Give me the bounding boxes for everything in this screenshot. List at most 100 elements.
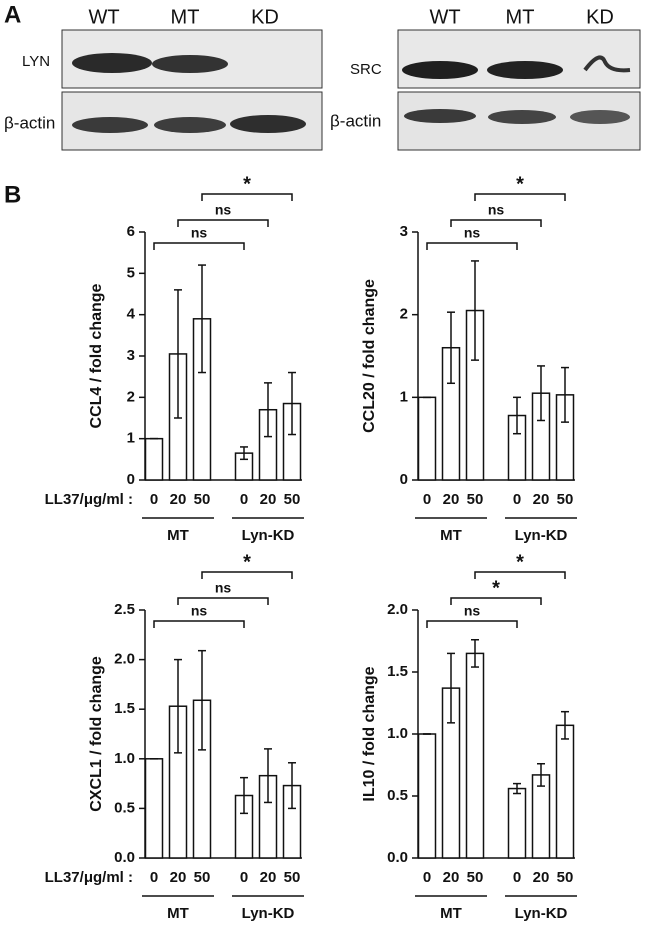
x-tick-label: 50 (557, 869, 574, 886)
x-tick-label: 50 (557, 491, 574, 508)
significance-bracket (153, 242, 245, 250)
x-tick-label: 20 (170, 869, 187, 886)
group-label: MT (167, 527, 189, 544)
x-tick-label: 0 (240, 869, 248, 886)
significance-bracket (426, 242, 518, 250)
group-label: Lyn-KD (242, 527, 295, 544)
significance-label: * (243, 551, 251, 573)
row-label: β-actin (4, 113, 55, 132)
x-tick-label: 20 (260, 491, 277, 508)
significance-label: * (516, 551, 524, 573)
x-tick-label: 50 (194, 491, 211, 508)
y-tick-label: 2.0 (387, 601, 408, 618)
significance-bracket (426, 620, 518, 628)
y-axis-label: IL10 / fold change (361, 666, 378, 801)
y-tick-label: 1.5 (387, 663, 408, 680)
bar (555, 724, 575, 859)
bar (507, 787, 527, 859)
y-tick-label: 1 (400, 388, 408, 405)
y-tick-label: 2 (400, 306, 408, 323)
significance-bracket (474, 193, 566, 201)
x-axis-label: LL37/μg/ml : (45, 491, 133, 508)
x-tick-label: 20 (443, 491, 460, 508)
y-tick-label: 3 (400, 223, 408, 240)
y-tick-label: 0.0 (114, 849, 135, 866)
significance-label: ns (215, 580, 232, 596)
y-tick-label: 2.5 (114, 601, 135, 618)
significance-label: ns (464, 603, 481, 619)
blot (61, 29, 323, 151)
x-tick-label: 50 (284, 491, 301, 508)
x-tick-label: 20 (533, 869, 550, 886)
y-tick-label: 0 (127, 471, 135, 488)
significance-label: * (492, 577, 500, 599)
x-tick-label: 20 (443, 869, 460, 886)
significance-label: ns (488, 202, 505, 218)
y-tick-label: 2 (127, 388, 135, 405)
y-tick-label: 1.5 (114, 700, 135, 717)
x-tick-label: 0 (240, 491, 248, 508)
y-tick-label: 6 (127, 223, 135, 240)
lane-label: MT (506, 6, 535, 28)
y-axis-label: CCL20 / fold change (361, 279, 378, 433)
y-tick-label: 1.0 (114, 750, 135, 767)
group-label: MT (440, 905, 462, 922)
significance-bracket (450, 219, 542, 227)
y-tick-label: 0.5 (387, 787, 408, 804)
significance-bracket (450, 597, 542, 605)
x-tick-label: 50 (194, 869, 211, 886)
significance-label: * (243, 173, 251, 195)
bar (144, 758, 164, 859)
lane-label: WT (88, 6, 119, 28)
x-tick-label: 20 (170, 491, 187, 508)
significance-bracket (177, 597, 269, 605)
y-tick-label: 5 (127, 264, 135, 281)
x-tick-label: 50 (467, 491, 484, 508)
significance-bracket (201, 571, 293, 579)
y-tick-label: 0 (400, 471, 408, 488)
y-tick-label: 4 (127, 306, 136, 323)
y-tick-label: 1 (127, 430, 135, 447)
significance-bracket (177, 219, 269, 227)
significance-label: ns (191, 225, 208, 241)
significance-label: * (516, 173, 524, 195)
y-tick-label: 3 (127, 347, 135, 364)
y-axis-label: CXCL1 / fold change (88, 656, 105, 812)
y-tick-label: 2.0 (114, 651, 135, 668)
significance-label: ns (215, 202, 232, 218)
panel-label: B (4, 181, 21, 208)
blot (397, 29, 641, 151)
y-tick-label: 1.0 (387, 725, 408, 742)
lane-label: KD (251, 6, 279, 28)
lane-label: WT (429, 6, 460, 28)
significance-bracket (474, 571, 566, 579)
x-tick-label: 0 (150, 491, 158, 508)
bar (144, 437, 164, 481)
x-tick-label: 20 (533, 491, 550, 508)
y-axis-label: CCL4 / fold change (88, 283, 105, 428)
x-tick-label: 0 (423, 869, 431, 886)
row-label: SRC (350, 61, 382, 78)
significance-bracket (201, 193, 293, 201)
y-tick-label: 0.0 (387, 849, 408, 866)
bar (417, 396, 437, 481)
row-label: β-actin (330, 111, 381, 130)
x-tick-label: 0 (513, 491, 521, 508)
bar (417, 733, 437, 859)
row-label: LYN (22, 53, 50, 70)
significance-label: ns (464, 225, 481, 241)
group-label: MT (440, 527, 462, 544)
group-label: Lyn-KD (515, 527, 568, 544)
x-axis-label: LL37/μg/ml : (45, 869, 133, 886)
x-tick-label: 50 (467, 869, 484, 886)
y-tick-label: 0.5 (114, 799, 135, 816)
lane-label: MT (171, 6, 200, 28)
panel-label: A (4, 1, 21, 28)
x-tick-label: 20 (260, 869, 277, 886)
group-label: MT (167, 905, 189, 922)
group-label: Lyn-KD (515, 905, 568, 922)
x-tick-label: 0 (513, 869, 521, 886)
x-tick-label: 0 (423, 491, 431, 508)
significance-label: ns (191, 603, 208, 619)
